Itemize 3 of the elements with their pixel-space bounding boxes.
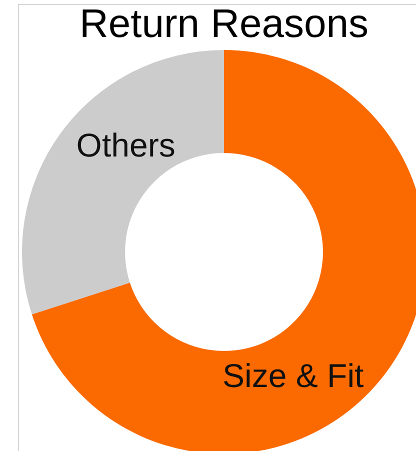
chart-title: Return Reasons bbox=[79, 2, 369, 46]
slice-label: Others bbox=[76, 126, 176, 164]
slice-label: Size & Fit bbox=[222, 356, 364, 394]
